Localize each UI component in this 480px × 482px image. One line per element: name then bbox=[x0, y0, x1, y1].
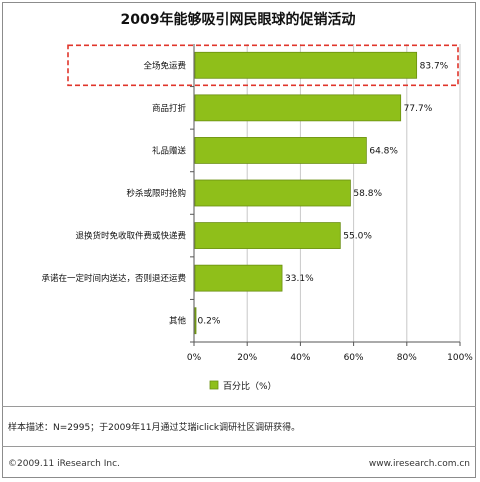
sample-note: 样本描述：N=2995；于2009年11月通过艾瑞iclick调研社区调研获得。 bbox=[8, 423, 301, 433]
legend-layer: 百分比（%） bbox=[209, 380, 277, 392]
category-label: 全场免运费 bbox=[143, 60, 186, 71]
category-label: 商品打折 bbox=[152, 103, 187, 114]
value-label: 77.7% bbox=[404, 104, 433, 114]
value-label: 64.8% bbox=[369, 146, 398, 156]
copyright-text: ©2009.11 iResearch Inc. bbox=[8, 459, 120, 469]
highlight-layer bbox=[67, 44, 459, 87]
bar bbox=[194, 94, 402, 122]
x-tick-label: 80% bbox=[397, 353, 417, 363]
x-tick-label: 20% bbox=[237, 353, 257, 363]
bar bbox=[194, 222, 341, 249]
note-divider bbox=[2, 406, 476, 407]
value-label: 0.2% bbox=[198, 317, 221, 327]
category-label: 退换货时免收取件费或快递费 bbox=[75, 231, 186, 242]
x-tick-label: 60% bbox=[344, 353, 364, 363]
website-text: www.iresearch.com.cn bbox=[368, 459, 470, 469]
x-tick-label: 40% bbox=[290, 353, 310, 363]
legend-label: 百分比（%） bbox=[223, 380, 277, 392]
chart-title: 2009年能够吸引网民眼球的促销活动 bbox=[120, 12, 356, 28]
bar bbox=[194, 264, 283, 292]
bar bbox=[194, 179, 351, 207]
bar bbox=[194, 51, 418, 79]
x-tick-label: 0% bbox=[187, 353, 202, 363]
label-layer: 全场免运费 83.7% 商品打折 77.7% 礼品赠送 64.8% 秒杀或限时抢购 58.8%… bbox=[41, 60, 448, 326]
value-label: 33.1% bbox=[285, 274, 314, 284]
value-label: 58.8% bbox=[353, 189, 382, 199]
x-tick-label: 100% bbox=[447, 353, 473, 363]
category-label: 秒杀或限时抢购 bbox=[126, 188, 186, 199]
category-label: 礼品赠送 bbox=[152, 145, 187, 156]
footer-divider bbox=[2, 446, 476, 447]
category-label: 承诺在一定时间内送达，否则退还运费 bbox=[41, 273, 186, 284]
bar bbox=[194, 137, 367, 164]
bar bbox=[194, 307, 197, 335]
category-label: 其他 bbox=[169, 316, 187, 327]
value-label: 83.7% bbox=[420, 61, 449, 71]
legend-swatch bbox=[209, 380, 219, 390]
highlight-box bbox=[67, 44, 459, 87]
axis-layer: 0% 20% 40% 60% 80% 100% bbox=[187, 44, 473, 363]
value-label: 55.0% bbox=[343, 232, 372, 242]
bar-layer bbox=[194, 51, 418, 335]
